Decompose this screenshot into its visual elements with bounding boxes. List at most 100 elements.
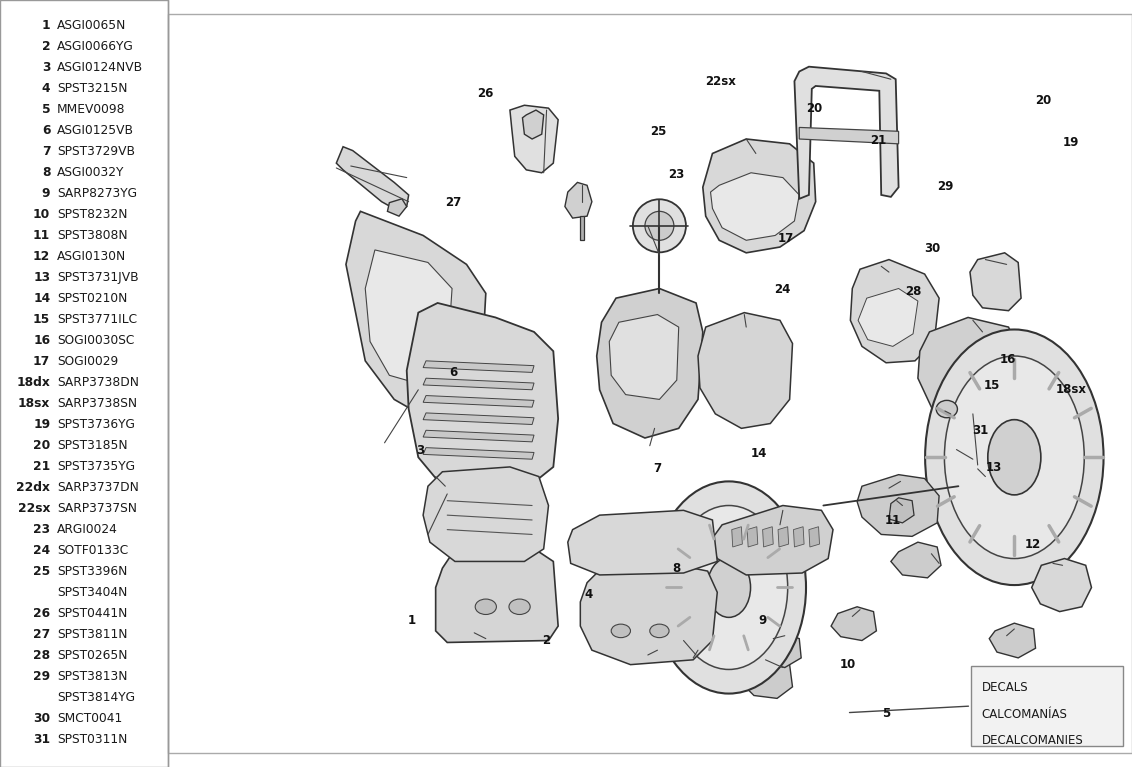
Text: SPST3771ILC: SPST3771ILC xyxy=(57,314,137,326)
Text: 27: 27 xyxy=(33,628,50,641)
Text: SPST3729VB: SPST3729VB xyxy=(57,145,135,158)
Polygon shape xyxy=(423,430,534,442)
Polygon shape xyxy=(794,527,804,547)
Text: SPST3811N: SPST3811N xyxy=(57,628,128,641)
Ellipse shape xyxy=(708,558,751,617)
Polygon shape xyxy=(423,360,534,373)
Text: 25: 25 xyxy=(650,126,667,139)
Ellipse shape xyxy=(936,400,958,418)
Text: 22dx: 22dx xyxy=(16,482,50,495)
Polygon shape xyxy=(831,607,876,640)
Polygon shape xyxy=(891,542,941,578)
Text: 18sx: 18sx xyxy=(1056,383,1087,396)
Text: 30: 30 xyxy=(33,713,50,726)
Text: 24: 24 xyxy=(33,545,50,558)
Polygon shape xyxy=(423,467,549,561)
Text: 21: 21 xyxy=(871,134,886,147)
Polygon shape xyxy=(581,216,584,240)
Text: DECALS: DECALS xyxy=(981,681,1029,694)
Polygon shape xyxy=(436,551,558,643)
Polygon shape xyxy=(568,510,718,575)
Polygon shape xyxy=(1031,558,1091,611)
Text: 12: 12 xyxy=(1024,538,1040,551)
Text: 2: 2 xyxy=(542,634,550,647)
Polygon shape xyxy=(944,446,989,484)
Text: SARP3737SN: SARP3737SN xyxy=(57,502,137,515)
Polygon shape xyxy=(523,110,543,139)
Text: 14: 14 xyxy=(33,292,50,305)
Text: 30: 30 xyxy=(924,242,941,255)
Polygon shape xyxy=(710,505,833,575)
Text: 9: 9 xyxy=(758,614,766,627)
Text: 2: 2 xyxy=(42,41,50,54)
Polygon shape xyxy=(741,660,792,699)
Polygon shape xyxy=(609,314,679,400)
Text: 27: 27 xyxy=(445,196,461,209)
Text: 1: 1 xyxy=(408,614,415,627)
Polygon shape xyxy=(423,448,534,459)
Text: 20: 20 xyxy=(1035,94,1052,107)
Text: SPST3813N: SPST3813N xyxy=(57,670,128,683)
Text: 7: 7 xyxy=(42,145,50,158)
Text: SPST3731JVB: SPST3731JVB xyxy=(57,272,138,285)
Polygon shape xyxy=(857,475,940,536)
Text: 22sx: 22sx xyxy=(705,75,736,88)
Text: 26: 26 xyxy=(33,607,50,621)
Text: 13: 13 xyxy=(986,461,1002,474)
Text: 29: 29 xyxy=(936,180,953,193)
Polygon shape xyxy=(959,465,1028,494)
Text: SPST3215N: SPST3215N xyxy=(57,82,128,95)
Text: SPST3814YG: SPST3814YG xyxy=(57,691,135,704)
Text: SOTF0133C: SOTF0133C xyxy=(57,545,128,558)
Text: 20: 20 xyxy=(807,102,823,115)
Text: 19: 19 xyxy=(33,418,50,431)
Text: 6: 6 xyxy=(449,366,457,379)
Text: 28: 28 xyxy=(904,285,921,298)
Text: 6: 6 xyxy=(42,124,50,137)
Text: ASGI0124NVB: ASGI0124NVB xyxy=(57,61,143,74)
Text: 24: 24 xyxy=(773,283,790,296)
Ellipse shape xyxy=(611,624,631,637)
Text: 26: 26 xyxy=(478,87,494,100)
Ellipse shape xyxy=(509,599,530,614)
Text: 17: 17 xyxy=(778,232,794,245)
Polygon shape xyxy=(795,67,899,199)
Text: 18dx: 18dx xyxy=(17,377,50,390)
Polygon shape xyxy=(918,318,1021,423)
Polygon shape xyxy=(336,146,409,212)
Text: 23: 23 xyxy=(33,523,50,536)
Text: CALCOMANÍAS: CALCOMANÍAS xyxy=(981,707,1067,720)
Text: ARGI0024: ARGI0024 xyxy=(57,523,118,536)
Text: SPST3404N: SPST3404N xyxy=(57,586,127,599)
Text: 4: 4 xyxy=(585,588,593,601)
Text: SPST3736YG: SPST3736YG xyxy=(57,418,135,431)
Text: SARP3738SN: SARP3738SN xyxy=(57,397,137,410)
Polygon shape xyxy=(366,250,452,385)
Text: ASGI0125VB: ASGI0125VB xyxy=(57,124,134,137)
Polygon shape xyxy=(597,288,703,438)
Text: 16: 16 xyxy=(1000,354,1015,367)
Polygon shape xyxy=(970,253,1021,311)
Text: SPST0441N: SPST0441N xyxy=(57,607,127,621)
Text: ASGI0130N: ASGI0130N xyxy=(57,250,126,263)
Text: 14: 14 xyxy=(751,446,767,459)
Text: MMEV0098: MMEV0098 xyxy=(57,104,126,117)
Polygon shape xyxy=(423,378,534,390)
Text: 29: 29 xyxy=(33,670,50,683)
Polygon shape xyxy=(703,139,816,253)
Text: 3: 3 xyxy=(417,443,424,456)
Polygon shape xyxy=(778,527,789,547)
Polygon shape xyxy=(858,288,918,347)
Text: DECALCOMANIES: DECALCOMANIES xyxy=(981,734,1083,747)
Text: 5: 5 xyxy=(882,707,890,720)
Polygon shape xyxy=(509,105,558,173)
Ellipse shape xyxy=(650,624,669,637)
Polygon shape xyxy=(423,413,534,424)
Text: 31: 31 xyxy=(33,733,50,746)
Text: 25: 25 xyxy=(33,565,50,578)
Polygon shape xyxy=(747,527,757,547)
Text: SMCT0041: SMCT0041 xyxy=(57,713,122,726)
Text: 28: 28 xyxy=(33,650,50,663)
Polygon shape xyxy=(809,527,820,547)
Text: 10: 10 xyxy=(839,658,856,671)
